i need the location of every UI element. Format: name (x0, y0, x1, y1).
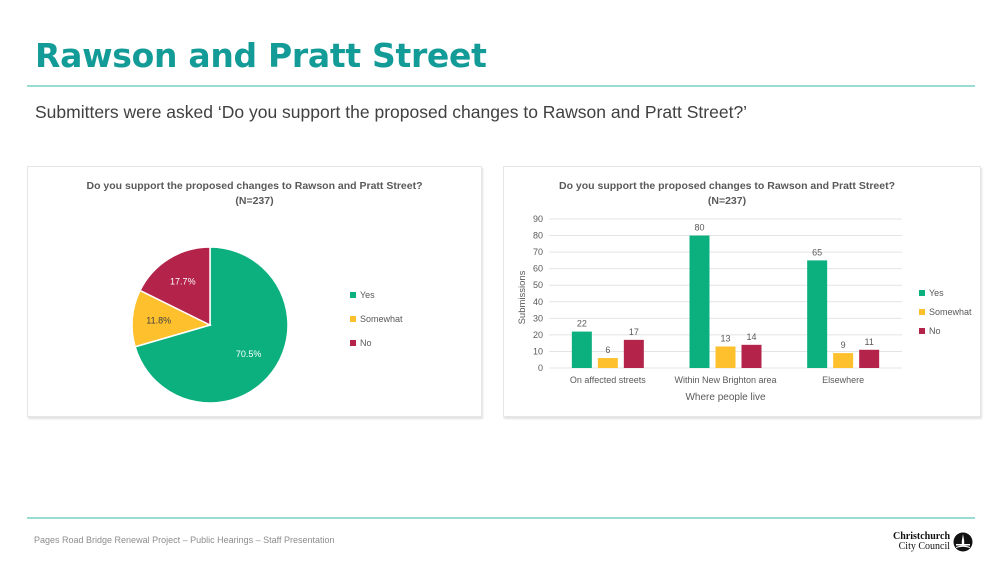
y-tick-label: 20 (533, 330, 543, 340)
bar-yes (689, 235, 710, 368)
bar-data-label: 11 (864, 337, 873, 347)
pie-chart-panel: Do you support the proposed changes to R… (27, 166, 482, 417)
y-tick-label: 10 (533, 346, 543, 356)
legend-item-somewhat: Somewhat (350, 313, 403, 325)
y-tick-label: 90 (533, 214, 543, 224)
y-tick-label: 40 (533, 297, 543, 307)
bar-chart-title: Do you support the proposed changes to R… (504, 179, 950, 209)
bar-somewhat (833, 353, 854, 368)
legend-swatch-no (919, 328, 925, 334)
logo-line1: Christchurch (893, 531, 951, 542)
legend-item-yes: Yes (919, 287, 972, 299)
bar-data-label: 13 (720, 333, 730, 343)
pie-chart-title: Do you support the proposed changes to R… (28, 179, 481, 209)
pie-data-label: 11.8% (146, 315, 171, 325)
y-tick-label: 0 (538, 363, 543, 373)
logo-line2: City Council (898, 541, 951, 552)
bar-data-label: 9 (841, 340, 846, 350)
bar-chart-title-text: Do you support the proposed changes to R… (558, 180, 896, 192)
title-divider (27, 85, 975, 87)
slide-subtitle: Submitters were asked ‘Do you support th… (35, 102, 748, 122)
slide-title: Rawson and Pratt Street (35, 36, 487, 75)
legend-item-yes: Yes (350, 289, 403, 301)
pie-chart-n: (N=237) (235, 195, 274, 207)
bar-data-label: 80 (694, 223, 704, 233)
y-tick-label: 50 (533, 280, 543, 290)
bar-chart-panel: Do you support the proposed changes to R… (503, 166, 981, 417)
logo-text: Christchurch City Council (893, 532, 950, 552)
bar-chart-n: (N=237) (707, 195, 747, 207)
legend-label: Somewhat (929, 307, 972, 317)
y-tick-label: 30 (533, 313, 543, 323)
y-tick-label: 80 (533, 231, 543, 241)
pie-data-label: 17.7% (170, 276, 196, 286)
footer-text: Pages Road Bridge Renewal Project – Publ… (34, 535, 335, 545)
bar-chart: 0 10 20 30 40 50 60 70 80 90 Submissions 22 6 17 On af… (517, 214, 902, 403)
x-category-label: On affected streets (570, 375, 646, 385)
x-category-label: Within New Brighton area (674, 375, 776, 385)
legend-swatch-yes (919, 290, 925, 296)
legend-item-no: No (919, 325, 972, 337)
bar-data-label: 14 (746, 332, 756, 342)
bar-yes (807, 260, 828, 368)
x-axis-label: Where people live (685, 392, 765, 403)
y-axis-label: Submissions (517, 270, 528, 324)
bar-no (623, 339, 644, 368)
pie-slice-no (139, 246, 211, 327)
bar-no (859, 349, 880, 368)
legend-swatch-somewhat (350, 316, 356, 322)
bar-data-label: 22 (577, 319, 587, 329)
y-tick-label: 60 (533, 264, 543, 274)
legend-swatch-no (350, 340, 356, 346)
footer-divider (27, 517, 975, 519)
bar-no (741, 344, 762, 368)
council-logo: Christchurch City Council (893, 532, 973, 552)
bar-yes (571, 331, 592, 368)
bar-somewhat (597, 358, 618, 368)
legend-label: No (360, 338, 372, 348)
legend-label: Somewhat (360, 314, 403, 324)
bar-data-label: 65 (812, 247, 822, 257)
bar-data-label: 17 (629, 327, 639, 337)
legend-label: No (929, 326, 941, 336)
legend-item-no: No (350, 337, 403, 349)
y-tick-label: 70 (533, 247, 543, 257)
legend-item-somewhat: Somewhat (919, 306, 972, 318)
legend-label: Yes (360, 290, 375, 300)
legend-swatch-somewhat (919, 309, 925, 315)
x-category-label: Elsewhere (822, 375, 864, 385)
legend-swatch-yes (350, 292, 356, 298)
pie-chart-title-text: Do you support the proposed changes to R… (86, 180, 423, 192)
legend-label: Yes (929, 288, 944, 298)
bar-somewhat (715, 346, 736, 368)
cathedral-logo-icon (953, 532, 973, 552)
pie-chart: 70.5% 11.8% 17.7% (131, 246, 289, 404)
bar-legend: Yes Somewhat No (919, 287, 972, 344)
bar-data-label: 6 (605, 345, 610, 355)
pie-data-label: 70.5% (236, 349, 262, 359)
pie-legend: Yes Somewhat No (350, 289, 403, 361)
